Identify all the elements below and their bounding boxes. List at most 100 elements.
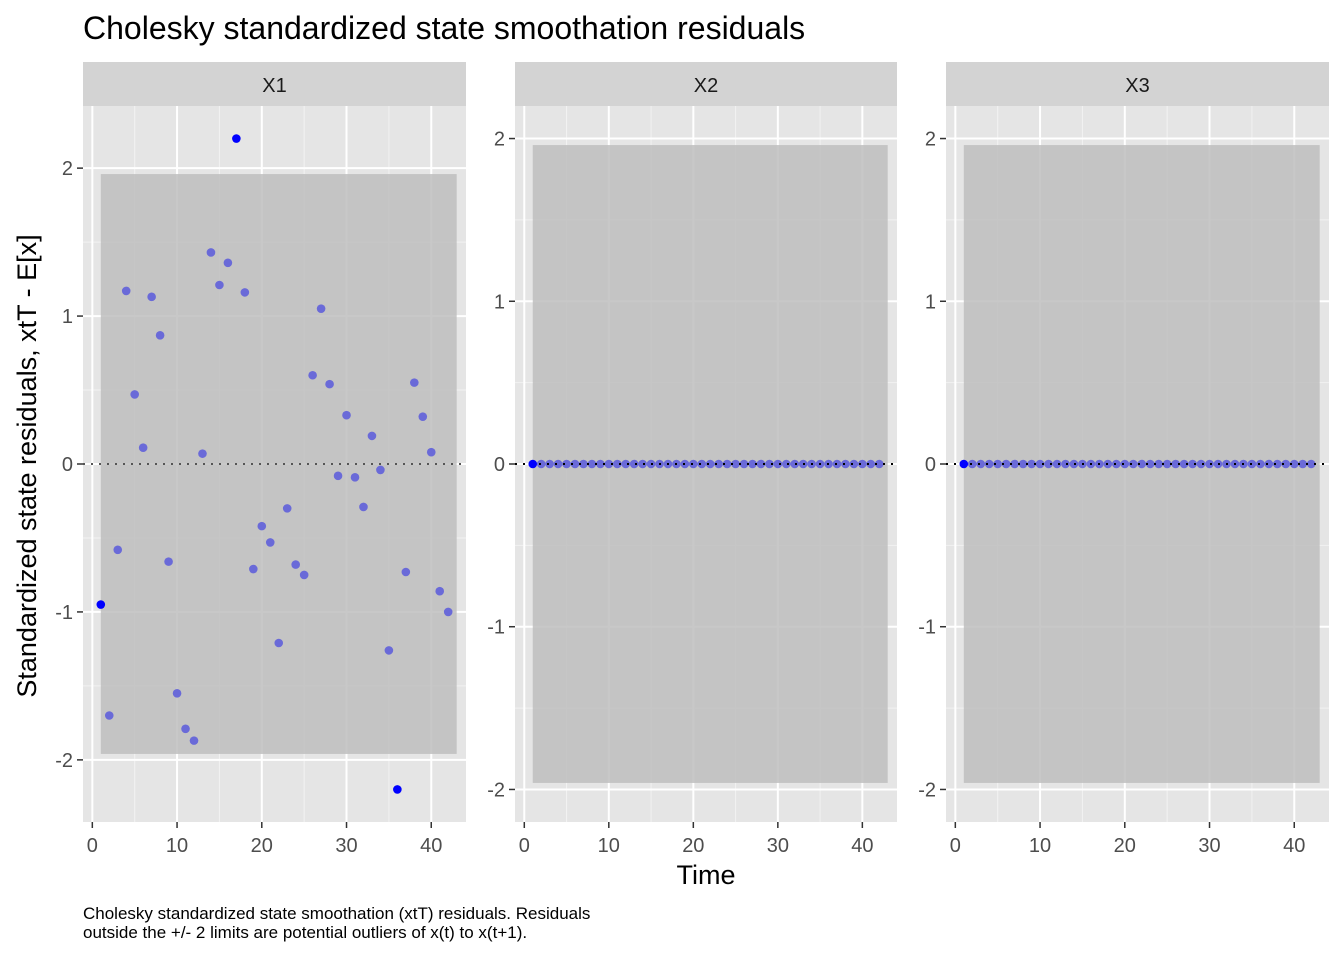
data-point xyxy=(1035,459,1045,469)
data-point xyxy=(376,465,385,475)
data-point xyxy=(401,567,411,577)
data-point xyxy=(316,304,326,313)
data-point xyxy=(1112,459,1121,469)
data-point xyxy=(596,459,605,469)
y-tick-label: 0 xyxy=(62,454,73,476)
data-point xyxy=(282,504,292,513)
data-point xyxy=(410,378,419,387)
outlier-point xyxy=(528,459,538,469)
data-point xyxy=(1018,459,1028,469)
outlier-point xyxy=(393,785,402,794)
data-point xyxy=(1128,459,1138,469)
data-point xyxy=(1289,459,1299,469)
data-point xyxy=(325,379,334,389)
data-point xyxy=(1137,459,1147,469)
data-point xyxy=(130,390,139,399)
y-axis-title: Standardized state residuals, xtT - E[x] xyxy=(12,234,42,697)
data-point xyxy=(367,431,377,441)
data-point xyxy=(748,459,757,469)
data-point xyxy=(138,443,148,453)
panel-x3: X3 0 10 20 30 40 -2 -1 0 1 2 xyxy=(918,62,1329,857)
data-point xyxy=(443,607,453,617)
data-point xyxy=(967,459,977,469)
data-point xyxy=(629,459,639,469)
facet-label: X2 xyxy=(694,75,718,97)
data-point xyxy=(1281,459,1291,469)
chart-title: Cholesky standardized state smoothation … xyxy=(83,10,806,46)
facet-label: X3 xyxy=(1125,75,1149,97)
x-tick-label: 30 xyxy=(767,835,789,857)
data-point xyxy=(714,459,723,469)
data-point xyxy=(265,538,275,547)
data-point xyxy=(638,459,647,469)
x-tick-label: 10 xyxy=(1029,835,1051,857)
data-point xyxy=(790,459,800,469)
data-point xyxy=(722,459,732,469)
y-tick-label: 0 xyxy=(925,454,936,476)
data-point xyxy=(257,521,267,531)
data-point xyxy=(299,570,309,580)
x-tick-label: 0 xyxy=(87,835,98,857)
data-point xyxy=(621,459,631,469)
caption-line-1: Cholesky standardized state smoothation … xyxy=(83,904,591,923)
x-tick-label: 40 xyxy=(1283,835,1305,857)
data-point xyxy=(731,459,740,469)
y-tick-label: 2 xyxy=(494,129,505,151)
data-point xyxy=(155,330,165,340)
data-point xyxy=(359,502,368,512)
x-tick-label: 20 xyxy=(251,835,273,857)
data-point xyxy=(240,288,250,297)
x-tick-label: 10 xyxy=(598,835,620,857)
panel-x2: X2 0 10 20 30 40 -2 -1 0 1 2 xyxy=(487,62,897,857)
data-point xyxy=(1061,459,1070,469)
x-tick-label: 10 xyxy=(166,835,188,857)
data-point xyxy=(841,459,850,469)
outlier-point xyxy=(959,459,969,469)
outlier-point xyxy=(96,600,106,609)
data-point xyxy=(384,646,394,655)
data-point xyxy=(308,370,317,380)
data-point xyxy=(172,688,182,698)
data-point xyxy=(579,459,588,469)
data-point xyxy=(189,736,199,745)
data-point xyxy=(435,586,445,596)
data-point xyxy=(1188,459,1197,469)
data-point xyxy=(570,459,580,469)
data-point xyxy=(223,258,233,268)
panel-x1: X1 0 10 20 30 40 -2 -1 0 1 2 xyxy=(55,62,466,857)
data-point xyxy=(866,459,876,469)
x-tick-label: 0 xyxy=(950,835,961,857)
y-tick-label: 1 xyxy=(62,306,73,328)
y-tick-label: 1 xyxy=(494,291,505,313)
data-point xyxy=(147,292,156,302)
data-point xyxy=(1205,459,1214,469)
data-point xyxy=(1027,459,1036,469)
y-tick-label: -1 xyxy=(487,617,505,639)
y-tick-label: -1 xyxy=(918,617,936,639)
facet-strip xyxy=(83,62,466,106)
chart-caption: Cholesky standardized state smoothation … xyxy=(83,904,590,942)
confidence-band xyxy=(100,174,457,754)
data-point xyxy=(274,638,284,648)
data-point xyxy=(1120,459,1130,469)
data-point xyxy=(604,459,614,469)
data-point xyxy=(291,560,300,569)
data-point xyxy=(104,711,114,720)
data-point xyxy=(765,459,774,469)
data-point xyxy=(418,412,428,421)
x-tick-label: 30 xyxy=(1198,835,1220,857)
data-point xyxy=(1306,459,1316,469)
data-point xyxy=(206,248,216,257)
y-tick-label: -2 xyxy=(918,779,936,801)
data-point xyxy=(121,286,131,296)
data-point xyxy=(976,459,986,469)
data-point xyxy=(536,459,546,469)
data-point xyxy=(1052,459,1062,469)
data-point xyxy=(562,459,571,469)
data-point xyxy=(1001,459,1011,469)
y-tick-label: 2 xyxy=(925,129,936,151)
facet-strip xyxy=(515,62,897,106)
facet-strip xyxy=(946,62,1329,106)
x-tick-label: 40 xyxy=(420,835,442,857)
data-point xyxy=(1256,459,1265,469)
